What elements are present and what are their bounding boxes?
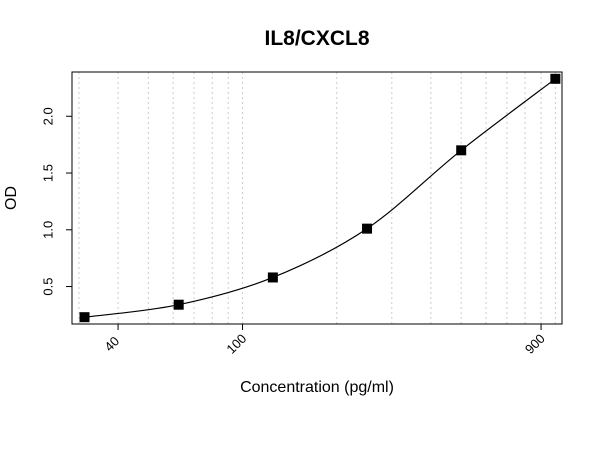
x-axis: 40 100 900 (101, 324, 548, 357)
chart-title: IL8/CXCL8 (264, 27, 369, 50)
x-tick-label: 40 (101, 333, 122, 354)
y-tick-label: 2.0 (40, 107, 55, 125)
data-point-marker (550, 73, 561, 84)
data-points (79, 73, 561, 323)
data-point-marker (456, 145, 467, 156)
fit-curve-layer (84, 78, 556, 318)
data-point-marker (79, 312, 90, 323)
fit-curve (84, 78, 556, 318)
plot-frame (71, 71, 563, 325)
x-tick-label: 900 (522, 331, 548, 357)
data-point-marker (362, 223, 373, 234)
x-tick-label: 100 (223, 331, 249, 357)
y-axis-label: OD (3, 186, 20, 210)
x-axis-label: Concentration (pg/ml) (240, 379, 394, 396)
y-tick-label: 0.5 (40, 278, 55, 296)
y-tick-label: 1.5 (40, 164, 55, 182)
y-tick-label: 1.0 (40, 221, 55, 239)
data-point-marker (267, 272, 278, 283)
data-point-marker (173, 299, 184, 310)
y-axis: 0.5 1.0 1.5 2.0 (40, 107, 73, 296)
grid-lines (78, 72, 556, 324)
